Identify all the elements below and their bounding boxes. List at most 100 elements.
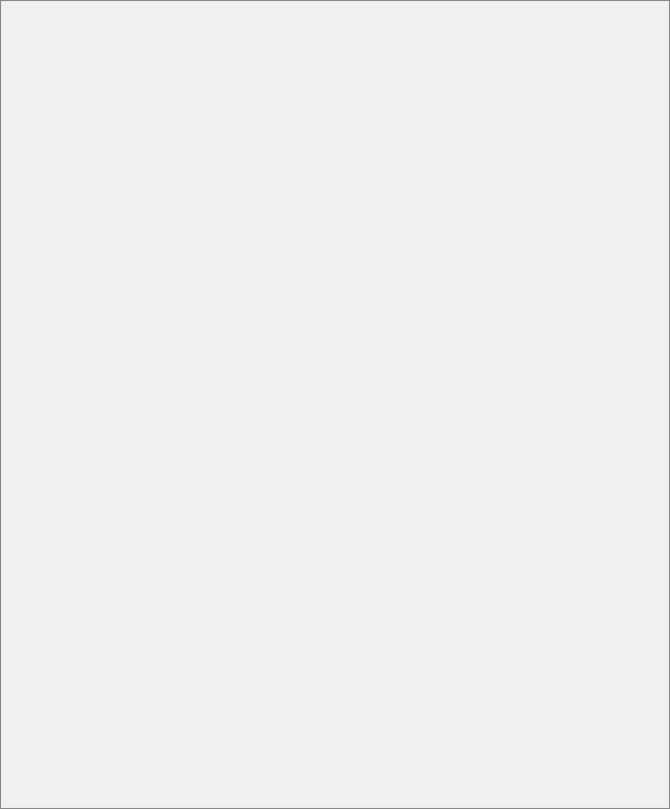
- Circle shape: [43, 300, 47, 305]
- Text: P-core 0: P-core 0: [52, 95, 94, 105]
- Text: 66 °C: 66 °C: [583, 133, 612, 143]
- Bar: [1, 205, 653, 224]
- Text: 31 °C: 31 °C: [413, 248, 442, 257]
- Text: Nie: Nie: [511, 666, 528, 676]
- Text: 69 °C: 69 °C: [583, 190, 612, 201]
- Circle shape: [43, 282, 47, 286]
- Text: E-core 13: E-core 13: [52, 342, 101, 353]
- Circle shape: [29, 566, 34, 570]
- Circle shape: [422, 770, 448, 796]
- Bar: [284, 300, 370, 319]
- Text: Temperatura krytyczna rdzenia: Temperatura krytyczna rdzenia: [42, 628, 204, 637]
- Text: P-core 7: P-core 7: [52, 228, 94, 239]
- Circle shape: [43, 396, 47, 400]
- Text: Nie: Nie: [347, 646, 364, 656]
- Text: ▼: ▼: [658, 705, 664, 714]
- Text: 75 °C: 75 °C: [335, 532, 364, 543]
- Bar: [284, 72, 370, 91]
- Bar: [284, 490, 370, 509]
- Bar: [1, 319, 653, 338]
- Text: 89 °C: 89 °C: [499, 304, 528, 315]
- Text: E-core 18: E-core 18: [52, 438, 101, 447]
- Bar: [1, 224, 653, 243]
- Circle shape: [43, 376, 47, 381]
- Bar: [7, 6, 25, 24]
- Bar: [1, 338, 653, 357]
- Text: 105 °C: 105 °C: [492, 210, 528, 219]
- Text: 27 °C: 27 °C: [413, 190, 442, 201]
- Text: 60 °C: 60 °C: [583, 380, 612, 391]
- Bar: [1, 148, 653, 167]
- Text: 74 °C: 74 °C: [335, 304, 364, 315]
- Text: Nie: Nie: [511, 704, 528, 714]
- Bar: [1, 585, 653, 604]
- Bar: [1, 72, 653, 91]
- Text: P-core 1: P-core 1: [52, 115, 94, 125]
- Text: 57 °C: 57 °C: [583, 438, 612, 447]
- Text: P-core 5: P-core 5: [52, 190, 94, 201]
- Text: 83 °C: 83 °C: [499, 514, 528, 523]
- Text: 75 °C: 75 °C: [335, 418, 364, 429]
- Text: Nie: Nie: [425, 628, 442, 637]
- Text: Aktualny: Aktualny: [303, 37, 351, 47]
- Bar: [1, 623, 653, 642]
- Text: E-core 19: E-core 19: [52, 456, 101, 467]
- Bar: [471, 771, 485, 789]
- Text: 0:01:14: 0:01:14: [375, 777, 427, 790]
- Text: 33 °C: 33 °C: [413, 570, 442, 581]
- Bar: [330, 777, 344, 787]
- Bar: [1, 414, 653, 433]
- Text: 28 °C: 28 °C: [413, 456, 442, 467]
- Text: 31 °C: 31 °C: [413, 532, 442, 543]
- Circle shape: [513, 771, 519, 777]
- Text: ◄◄: ◄◄: [12, 777, 31, 790]
- Text: 58 °C: 58 °C: [583, 514, 612, 523]
- Text: 56 °C: 56 °C: [335, 228, 364, 239]
- Bar: [284, 528, 370, 547]
- Text: 55 °C: 55 °C: [335, 210, 364, 219]
- Text: 67 °C: 67 °C: [583, 172, 612, 181]
- Text: 60 °C: 60 °C: [583, 115, 612, 125]
- Bar: [284, 452, 370, 471]
- Bar: [284, 547, 370, 566]
- Text: 74 °C: 74 °C: [335, 286, 364, 295]
- Text: 57 °C: 57 °C: [583, 400, 612, 409]
- Circle shape: [43, 167, 47, 172]
- Text: Nie: Nie: [347, 608, 364, 619]
- Circle shape: [513, 790, 519, 795]
- Text: Dławienie termiczne rdzenia: Dławienie termiczne rdzenia: [42, 608, 191, 619]
- Text: >: >: [18, 609, 26, 618]
- Text: 71 °C: 71 °C: [335, 570, 364, 581]
- Text: 60 °C: 60 °C: [583, 342, 612, 353]
- Bar: [1, 300, 653, 319]
- Text: P-core 3: P-core 3: [52, 153, 94, 163]
- Text: CPU [#0]: Intel Core i9-14900K: D...: CPU [#0]: Intel Core i9-14900K: D...: [29, 57, 216, 67]
- Text: E-core 9: E-core 9: [52, 266, 94, 277]
- Bar: [44, 765, 82, 801]
- Text: 74 °C: 74 °C: [335, 400, 364, 409]
- Text: 86 °C: 86 °C: [499, 362, 528, 371]
- Text: 50 °C: 50 °C: [335, 153, 364, 163]
- Text: 74 °C: 74 °C: [335, 362, 364, 371]
- Text: 66 °C: 66 °C: [583, 153, 612, 163]
- Text: HWiNFO64 v7.60-5170 - Stan czujników: HWiNFO64 v7.60-5170 - Stan czujników: [30, 10, 294, 23]
- Circle shape: [13, 665, 25, 676]
- Text: 30 °C: 30 °C: [413, 342, 442, 353]
- Text: 87 °C: 87 °C: [499, 342, 528, 353]
- Text: >: >: [18, 628, 26, 637]
- Text: 31 °C: 31 °C: [413, 266, 442, 277]
- Text: Odległość rdzenia do TjMAX: Odległość rdzenia do TjMAX: [38, 551, 184, 562]
- Bar: [1, 699, 653, 718]
- Text: ◄◄: ◄◄: [54, 777, 72, 790]
- Bar: [284, 680, 370, 699]
- Text: 31 °C: 31 °C: [413, 476, 442, 485]
- Text: E-core 16: E-core 16: [52, 400, 101, 409]
- Text: 31 °C: 31 °C: [413, 286, 442, 295]
- Circle shape: [522, 767, 528, 773]
- Text: 50 °C: 50 °C: [335, 115, 364, 125]
- Bar: [1, 528, 653, 547]
- Bar: [1, 452, 653, 471]
- Text: 28 °C: 28 °C: [413, 133, 442, 143]
- Text: 55 °C: 55 °C: [335, 172, 364, 181]
- Text: 5 °C: 5 °C: [419, 552, 442, 561]
